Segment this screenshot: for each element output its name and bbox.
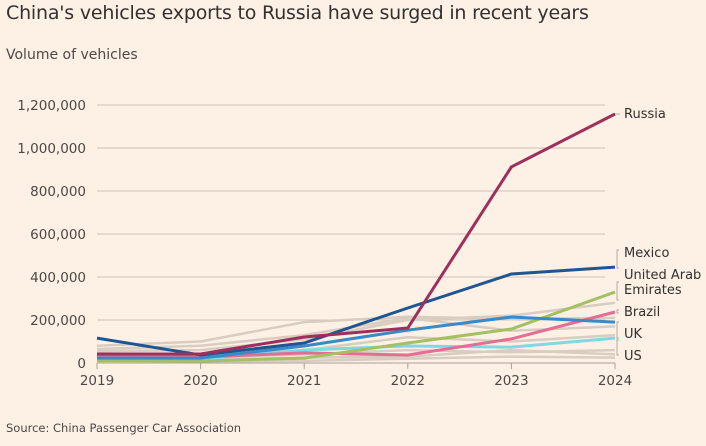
y-tick-label: 1,200,000	[17, 98, 86, 114]
series-line-other-country-3	[96, 301, 616, 353]
x-tick-label: 2020	[183, 373, 217, 389]
x-tick-label: 2022	[391, 373, 425, 389]
series-label-emirates: Emirates	[624, 283, 682, 298]
y-tick-label: 400,000	[30, 270, 86, 286]
x-tick-label: 2023	[494, 373, 528, 389]
label-bracket-mexico	[616, 249, 619, 269]
series-line-russia	[97, 112, 616, 356]
label-bracket-united-arab-emirates	[616, 281, 619, 301]
series-label-united-arab: United Arab	[624, 268, 701, 283]
series-label-mexico: Mexico	[624, 246, 669, 261]
y-axis-ticks: 0 200,000 400,000 600,000 800,000 1,000,000 1,…	[17, 98, 86, 372]
label-bracket-us	[616, 337, 619, 356]
series-lines	[96, 112, 616, 364]
y-tick-label: 800,000	[30, 184, 86, 200]
x-axis-ticks: 2019 2020 2021 2022 2023 2024	[80, 363, 632, 389]
chart-source: Source: China Passenger Car Association	[6, 421, 242, 435]
label-bracket-uk	[616, 321, 619, 341]
series-line-uk	[97, 315, 616, 360]
chart-subtitle: Volume of vehicles	[6, 47, 138, 63]
chart-title: China's vehicles exports to Russia have …	[6, 2, 589, 24]
y-tick-label: 1,000,000	[17, 141, 86, 157]
label-bracket-brazil	[616, 309, 619, 314]
series-line-mexico	[96, 265, 616, 357]
series-label-russia: Russia	[624, 107, 666, 122]
series-label-uk: UK	[624, 327, 643, 342]
x-tick-label: 2021	[287, 373, 321, 389]
series-label-brazil: Brazil	[624, 305, 660, 320]
x-tick-label: 2019	[80, 373, 114, 389]
series-line-united-arab-emirates	[97, 290, 616, 363]
y-tick-label: 600,000	[30, 227, 86, 243]
y-tick-label: 200,000	[30, 313, 86, 329]
x-tick-label: 2024	[598, 373, 632, 389]
y-tick-label: 0	[77, 356, 86, 372]
series-label-us: US	[624, 349, 642, 364]
